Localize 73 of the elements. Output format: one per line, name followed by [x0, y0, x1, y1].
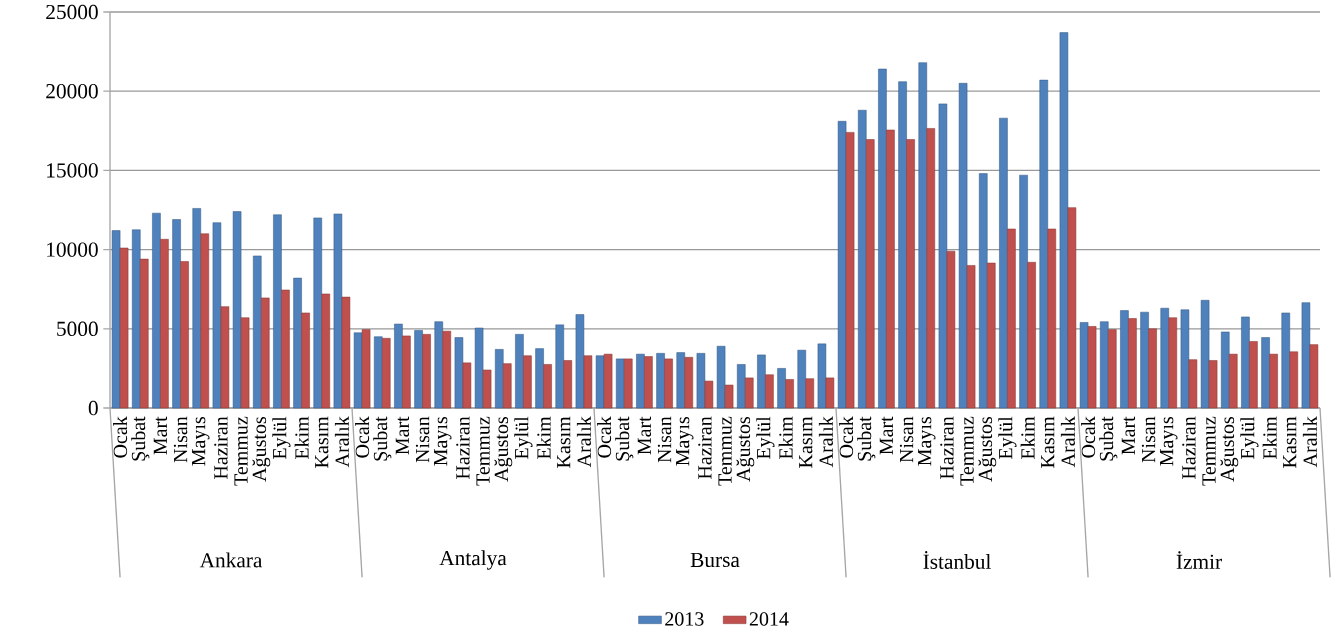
- x-tick-label: Ağustos: [1220, 417, 1239, 482]
- x-tick-label: Kasım: [1283, 416, 1297, 468]
- x-tick-label: Mart: [637, 416, 652, 455]
- x-tick-label: Eylül: [272, 416, 291, 460]
- x-tick-label: Aralık: [1302, 416, 1317, 468]
- legend-label: 2014: [749, 612, 789, 626]
- x-tick-label: Eylül: [756, 416, 775, 460]
- y-tick-label: 10000: [47, 242, 98, 257]
- x-tick-label: Mart: [879, 416, 894, 455]
- text: İstanbul: [923, 551, 991, 569]
- x-tick-label: Temmuz: [234, 416, 248, 486]
- x-tick-label: Kasım: [1041, 416, 1055, 468]
- x-tick-label: Ağustos: [978, 417, 997, 482]
- x-tick-label: Ekim: [1262, 416, 1277, 460]
- x-tick-label: Aralık: [576, 416, 591, 468]
- x-tick-label: Ocak: [839, 416, 854, 458]
- x-tick-label: Ekim: [778, 416, 793, 460]
- text: Bursa: [690, 552, 740, 568]
- x-tick-label: Şubat: [1099, 416, 1118, 461]
- x-tick-label: Ağustos: [252, 417, 271, 482]
- x-tick-label: Eylül: [514, 416, 533, 460]
- x-tick-label: Nisan: [415, 416, 430, 463]
- y-tick-label: 20000: [46, 84, 98, 99]
- x-tick-label: Ocak: [1081, 416, 1096, 458]
- x-tick-label: Mayıs: [1160, 417, 1178, 466]
- text: Antalya: [439, 550, 507, 570]
- x-tick-label: Kasım: [315, 416, 329, 468]
- x-tick-label: Ekim: [294, 416, 309, 460]
- x-tick-label: Mart: [1121, 416, 1136, 455]
- x-tick-label: Haziran: [214, 416, 228, 479]
- x-tick-label: Mayıs: [918, 417, 936, 466]
- y-tick-label: 25000: [46, 4, 98, 20]
- x-tick-label: Ağustos: [736, 417, 755, 482]
- x-tick-label: Mayıs: [676, 417, 694, 466]
- x-tick-label: Mayıs: [192, 417, 210, 466]
- x-tick-label: Haziran: [698, 416, 712, 479]
- x-tick-label: Şubat: [131, 416, 150, 461]
- x-tick-label: Nisan: [1141, 416, 1156, 463]
- text: İzmir: [1176, 551, 1222, 569]
- y-tick-label: 15000: [47, 163, 98, 178]
- x-tick-label: Mayıs: [434, 417, 452, 466]
- x-tick-label: Ocak: [113, 416, 128, 458]
- x-tick-label: Nisan: [899, 416, 914, 463]
- x-tick-label: Haziran: [456, 416, 470, 479]
- x-tick-label: Ocak: [597, 416, 612, 458]
- x-tick-label: Şubat: [373, 416, 392, 461]
- x-tick-label: Ekim: [1020, 416, 1035, 460]
- x-tick-label: Aralık: [1060, 416, 1075, 468]
- x-tick-label: Temmuz: [1202, 416, 1216, 486]
- x-tick-label: Ocak: [355, 416, 370, 458]
- x-tick-label: Aralık: [818, 416, 833, 468]
- x-tick-label: Kasım: [557, 416, 571, 468]
- x-tick-label: Temmuz: [960, 416, 974, 486]
- x-tick-label: Kasım: [799, 416, 813, 468]
- x-tick-label: Aralık: [334, 416, 349, 468]
- x-tick-label: Şubat: [857, 416, 876, 461]
- y-tick-label: 0: [88, 400, 98, 416]
- x-tick-label: Mart: [395, 416, 410, 455]
- x-tick-label: Haziran: [1182, 416, 1196, 479]
- x-tick-label: Eylül: [998, 416, 1017, 460]
- legend-label: 2013: [665, 612, 704, 626]
- y-tick-label: 5000: [57, 321, 98, 336]
- x-tick-label: Temmuz: [718, 416, 732, 486]
- x-tick-label: Temmuz: [476, 416, 490, 486]
- x-tick-label: Nisan: [173, 416, 188, 463]
- x-tick-label: Şubat: [615, 416, 634, 461]
- x-tick-label: Haziran: [940, 416, 954, 479]
- x-tick-label: Ağustos: [494, 417, 513, 482]
- text: Ankara: [199, 552, 263, 568]
- x-tick-label: Ekim: [536, 416, 551, 460]
- x-tick-label: Mart: [153, 416, 168, 455]
- x-tick-label: Eylül: [1240, 416, 1259, 460]
- x-tick-label: Nisan: [657, 416, 672, 463]
